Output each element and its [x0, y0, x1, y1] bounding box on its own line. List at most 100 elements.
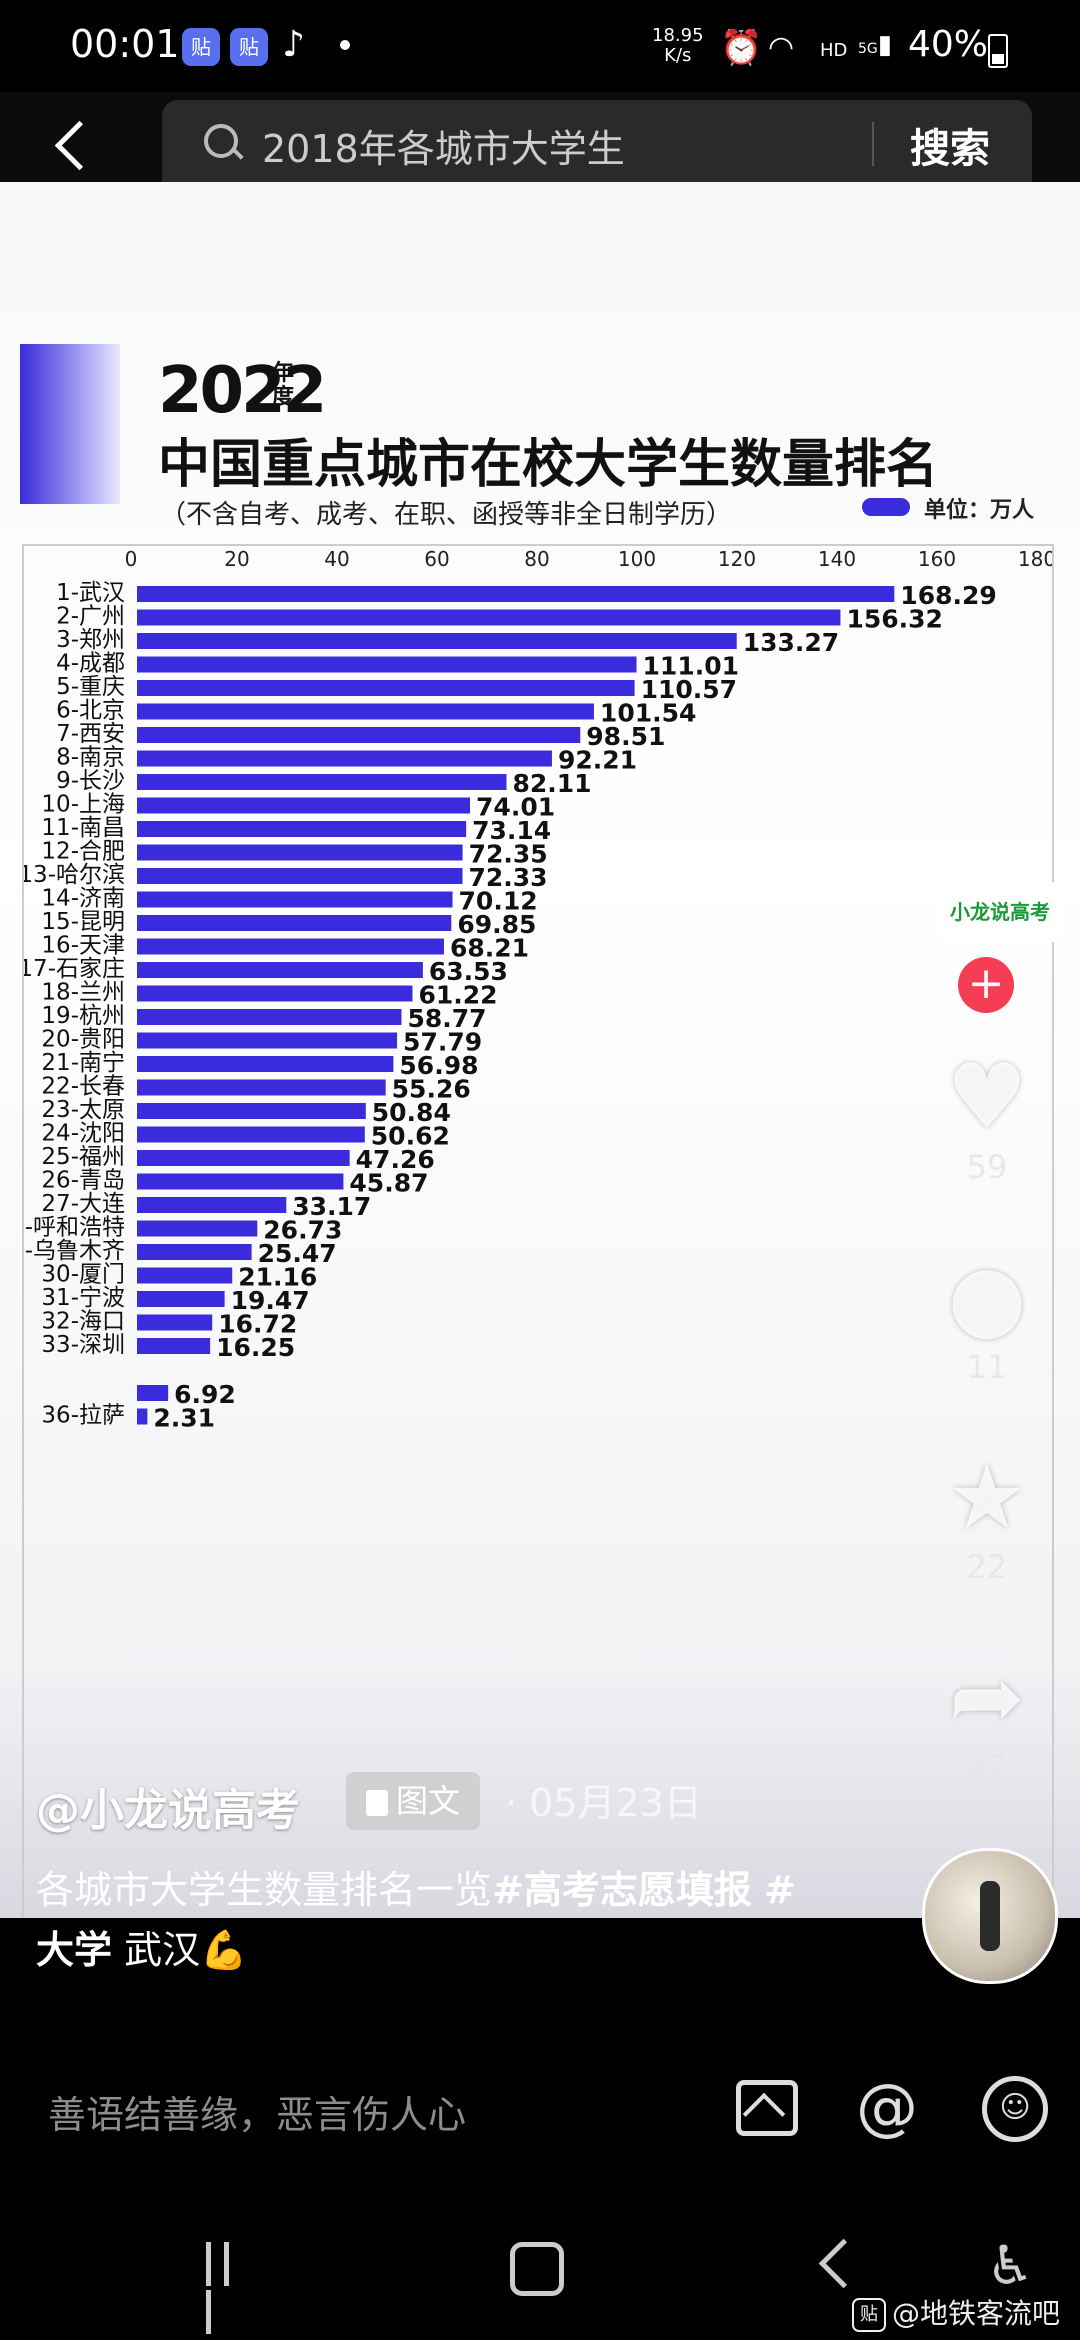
- mention-icon[interactable]: @: [856, 2070, 918, 2143]
- bar: [137, 1385, 169, 1401]
- home-button[interactable]: [510, 2242, 564, 2296]
- data-label: 58.77: [407, 1004, 486, 1033]
- bar: [137, 1338, 211, 1354]
- data-label: 25.47: [258, 1239, 337, 1268]
- bar: [137, 586, 895, 602]
- legend-unit: 单位：万人: [924, 498, 1035, 523]
- bar: [137, 1032, 398, 1049]
- emoji-icon[interactable]: ☺: [982, 2076, 1048, 2142]
- data-label: 16.72: [218, 1310, 297, 1339]
- author-avatar[interactable]: [922, 1848, 1058, 1984]
- bar: [137, 750, 552, 767]
- search-divider: [872, 122, 874, 166]
- bar: [137, 1150, 350, 1166]
- category-label: 9-长沙: [56, 768, 125, 794]
- post-caption: 各城市大学生数量排名一览#高考志愿填报 #大学 武汉💪: [36, 1868, 796, 1972]
- x-tick-label: 160: [918, 547, 956, 571]
- data-label: 133.27: [743, 628, 839, 657]
- data-label: 111.01: [643, 652, 739, 681]
- follow-button[interactable]: +: [958, 957, 1014, 1013]
- network-speed: 18.95 K/s: [652, 25, 704, 66]
- recent-apps-button[interactable]: [206, 2242, 256, 2334]
- chart-frame: 0 20 40 60 80 100 120 140 160 180 1-武汉 168.29 2-广州 15…: [22, 544, 1054, 1918]
- category-label: 12-合肥: [41, 839, 125, 865]
- comment-button[interactable]: ● 11: [937, 1248, 1037, 1387]
- x-tick-label: 80: [524, 547, 549, 571]
- x-tick-label: 120: [718, 547, 756, 571]
- status-bar: 00:01 贴 贴 ♪ 18.95 K/s ⏰ ◠ HD 5G▮ 40%: [0, 0, 1080, 92]
- category-label: 7-西安: [56, 721, 125, 747]
- like-button[interactable]: ♥ 59: [937, 1048, 1037, 1187]
- bar: [137, 680, 635, 696]
- category-label: 2-广州: [56, 604, 125, 630]
- bar: [137, 797, 471, 814]
- bar: [137, 915, 452, 931]
- hashtag-link[interactable]: #高考志愿填报: [492, 1868, 752, 1912]
- bar: [137, 1056, 394, 1072]
- data-label: 50.84: [372, 1098, 451, 1127]
- signal-icon: 5G▮: [858, 30, 893, 60]
- data-label: 168.29: [900, 581, 996, 610]
- category-label: 24-沈阳: [41, 1121, 125, 1147]
- x-tick-label: 100: [618, 547, 656, 571]
- category-label: 10-上海: [41, 792, 125, 818]
- legend-swatch: [862, 498, 910, 516]
- image-picker-icon[interactable]: [736, 2080, 798, 2136]
- search-button[interactable]: 搜索: [910, 126, 990, 172]
- chart-year: 2022: [158, 354, 327, 428]
- favorite-count: 22: [966, 1548, 1008, 1586]
- hashtag-link[interactable]: #大学: [36, 1868, 796, 1972]
- data-label: 55.26: [392, 1075, 471, 1104]
- data-label: 92.21: [558, 746, 637, 775]
- data-label: 101.54: [600, 699, 696, 728]
- category-label: 5-重庆: [56, 674, 125, 700]
- status-time: 00:01: [70, 22, 180, 66]
- notification-dot-icon: [340, 40, 350, 50]
- alarm-icon: ⏰: [720, 28, 763, 68]
- comment-input[interactable]: 善语结善缘，恶言伤人心: [48, 2093, 467, 2137]
- system-nav-bar: ♿: [0, 2206, 1080, 2340]
- category-label: 28-呼和浩特: [24, 1215, 125, 1241]
- bar: [137, 633, 737, 649]
- x-tick-label: 140: [818, 547, 856, 571]
- x-tick-label: 60: [424, 547, 449, 571]
- data-label: 74.01: [476, 793, 555, 822]
- watermark: 贴 @地铁客流吧: [852, 2292, 1060, 2332]
- category-label: 8-南京: [56, 745, 125, 771]
- author-name[interactable]: @小龙说高考: [36, 1785, 300, 1836]
- data-label: 45.87: [349, 1169, 428, 1198]
- brand-logo[interactable]: 小龙说高考: [940, 882, 1060, 942]
- data-label: 156.32: [846, 605, 942, 634]
- nav-back-button[interactable]: [818, 2238, 869, 2289]
- category-label: 20-贵阳: [41, 1027, 125, 1053]
- share-count: 27: [966, 1748, 1008, 1786]
- bar: [137, 821, 467, 837]
- bar: [137, 703, 594, 720]
- bar: [137, 1291, 225, 1307]
- data-label: 72.33: [468, 863, 547, 892]
- battery-percent: 40%: [908, 24, 989, 65]
- bar: [137, 727, 581, 743]
- category-label: 13-哈尔滨: [24, 862, 125, 888]
- category-label: 27-大连: [41, 1191, 125, 1217]
- share-button[interactable]: ➦ 27: [937, 1648, 1037, 1787]
- data-label: 6.92: [174, 1380, 236, 1409]
- bar: [137, 891, 453, 908]
- post-image[interactable]: 2022 年 度 中国重点城市在校大学生数量排名 （不含自考、成考、在职、函授等…: [0, 182, 1080, 1918]
- category-label: 23-太原: [41, 1097, 125, 1123]
- bar-chart: 0 20 40 60 80 100 120 140 160 180 1-武汉 168.29 2-广州 15…: [24, 547, 1052, 1433]
- category-label: 4-成都: [56, 651, 125, 677]
- wifi-icon: ◠: [768, 30, 795, 65]
- data-label: 2.31: [153, 1404, 215, 1433]
- star-icon: ★: [946, 1445, 1028, 1550]
- category-label: 33-深圳: [41, 1332, 125, 1358]
- accessibility-icon[interactable]: ♿: [986, 2234, 1035, 2297]
- back-button[interactable]: [48, 118, 108, 178]
- data-label: 69.85: [457, 910, 536, 939]
- search-input[interactable]: 2018年各城市大学生 搜索: [162, 100, 1032, 182]
- bar: [137, 1126, 365, 1143]
- data-label: 82.11: [512, 769, 591, 798]
- favorite-button[interactable]: ★ 22: [937, 1445, 1037, 1587]
- data-label: 47.26: [356, 1145, 435, 1174]
- bar: [137, 844, 463, 861]
